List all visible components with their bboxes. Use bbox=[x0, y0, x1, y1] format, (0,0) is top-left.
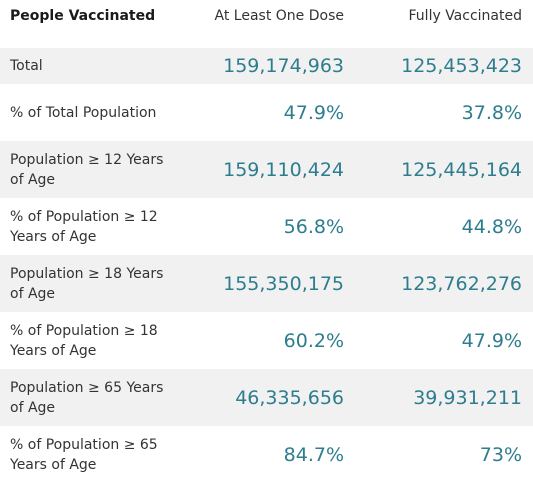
table-row: % of Population ≥ 12 Years of Age 56.8% … bbox=[0, 198, 533, 255]
header-row: People Vaccinated At Least One Dose Full… bbox=[0, 0, 533, 32]
fully-vaccinated-value: 47.9% bbox=[461, 329, 522, 352]
row-label: % of Population ≥ 65 Years of Age bbox=[10, 436, 158, 473]
table-row: Population ≥ 65 Years of Age 46,335,656 … bbox=[0, 369, 533, 426]
fully-vaccinated-value: 123,762,276 bbox=[355, 255, 533, 312]
fully-vaccinated-value: 73% bbox=[479, 443, 522, 466]
row-label: Population ≥ 65 Years of Age bbox=[0, 369, 177, 426]
row-label: Population ≥ 18 Years of Age bbox=[0, 255, 177, 312]
fully-vaccinated-value: 39,931,211 bbox=[355, 369, 533, 426]
header-people-vaccinated: People Vaccinated bbox=[10, 8, 156, 24]
at-least-one-dose-value: 159,174,963 bbox=[177, 48, 355, 84]
table-row: Population ≥ 18 Years of Age 155,350,175… bbox=[0, 255, 533, 312]
row-label: % of Population ≥ 18 Years of Age bbox=[10, 322, 158, 359]
at-least-one-dose-value: 46,335,656 bbox=[177, 369, 355, 426]
header-fully-vaccinated: Fully Vaccinated bbox=[408, 8, 522, 24]
table-row: % of Population ≥ 65 Years of Age 84.7% … bbox=[0, 426, 533, 483]
header-spacer bbox=[0, 32, 533, 48]
row-label: % of Population ≥ 12 Years of Age bbox=[10, 208, 158, 245]
at-least-one-dose-value: 155,350,175 bbox=[177, 255, 355, 312]
row-label: Population ≥ 12 Years of Age bbox=[0, 141, 177, 198]
header-at-least-one-dose: At Least One Dose bbox=[214, 8, 344, 24]
at-least-one-dose-value: 60.2% bbox=[283, 329, 344, 352]
fully-vaccinated-value: 125,445,164 bbox=[355, 141, 533, 198]
at-least-one-dose-value: 159,110,424 bbox=[177, 141, 355, 198]
fully-vaccinated-value: 125,453,423 bbox=[355, 48, 533, 84]
fully-vaccinated-value: 37.8% bbox=[461, 101, 522, 124]
table-row: % of Total Population 47.9% 37.8% bbox=[0, 84, 533, 141]
table-row: Population ≥ 12 Years of Age 159,110,424… bbox=[0, 141, 533, 198]
table-row: Total 159,174,963 125,453,423 bbox=[0, 48, 533, 84]
at-least-one-dose-value: 56.8% bbox=[283, 215, 344, 238]
vaccination-table: People Vaccinated At Least One Dose Full… bbox=[0, 0, 533, 483]
row-label: % of Total Population bbox=[10, 104, 157, 121]
row-label: Total bbox=[0, 48, 177, 84]
table-row: % of Population ≥ 18 Years of Age 60.2% … bbox=[0, 312, 533, 369]
at-least-one-dose-value: 84.7% bbox=[283, 443, 344, 466]
at-least-one-dose-value: 47.9% bbox=[283, 101, 344, 124]
fully-vaccinated-value: 44.8% bbox=[461, 215, 522, 238]
